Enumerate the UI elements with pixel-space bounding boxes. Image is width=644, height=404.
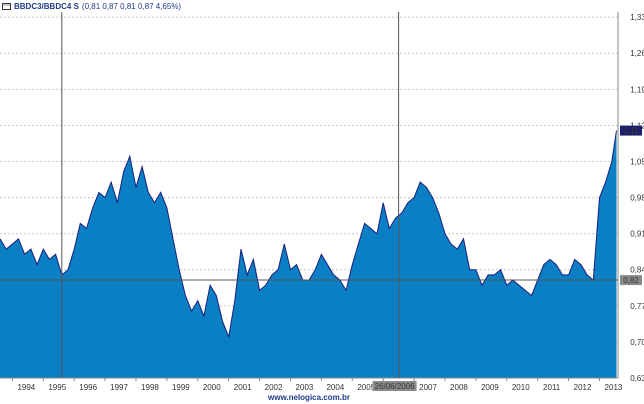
y-tick-label: 0,77 [630,302,644,311]
quote-values: (0,81 0,87 0,81 0,87 4,65%) [81,1,182,11]
x-axis: 1994 1995 1996 1997 1998 1999 2000 2001 2002 2003… [0,377,623,392]
y-tick-label: 0,70 [630,338,644,347]
y-tick-label: 0,63 [630,374,644,383]
x-tick-label: 1996 [79,383,97,392]
y-tick-label: 0,91 [630,230,644,239]
x-tick-label: 2001 [234,383,252,392]
y-tick-label: 0,98 [630,194,644,203]
x-tick-label: 2010 [512,383,530,392]
footer-url[interactable]: www.nelogica.com.br [268,393,350,402]
price-series [0,130,617,378]
x-tick-label: 2002 [265,383,283,392]
x-tick-label: 1995 [48,383,66,392]
crosshair-date-badge [372,381,417,391]
x-tick-label: 1998 [141,383,159,392]
last-value-label: 1,11 [623,127,639,136]
x-tick-label: 2003 [296,383,314,392]
x-tick-label: 2009 [481,383,499,392]
y-tick-label: 1,33 [630,13,644,22]
x-tick-label: 2005 [357,383,375,392]
chart-header: BBDC3/BBDC4 S (0,81 0,87 0,81 0,87 4,65%… [0,0,181,12]
x-tick-label: 1999 [172,383,190,392]
y-tick-label: 1,26 [630,49,644,58]
x-tick-label: 2008 [450,383,468,392]
x-tick-label: 2000 [203,383,221,392]
x-tick-label: 2011 [543,383,561,392]
x-tick-label: 1994 [17,383,35,392]
y-tick-label: 1,19 [630,85,644,94]
y-axis: 0,630,700,770,840,910,981,051,121,191,26… [617,12,644,383]
y-tick-label: 1,05 [630,157,644,166]
x-tick-label: 2012 [574,383,592,392]
price-area [0,130,617,378]
crosshair [0,12,618,378]
x-tick-label: 1997 [110,383,128,392]
window-icon[interactable] [2,2,11,10]
last-value-badge [620,125,642,136]
crosshair-date-label: 26/06/2006 [375,382,416,391]
x-tick-label: 2004 [326,383,344,392]
ticker-label: BBDC3/BBDC4 S [14,1,79,11]
value-badges: 26/06/2006 0,82 1,11 [372,125,642,391]
x-tick-label: 2013 [605,383,623,392]
x-tick-label: 2007 [419,383,437,392]
crosshair-value-label: 0,82 [623,276,639,285]
y-tick-label: 0,84 [630,266,644,275]
crosshair-value-badge [620,275,642,286]
